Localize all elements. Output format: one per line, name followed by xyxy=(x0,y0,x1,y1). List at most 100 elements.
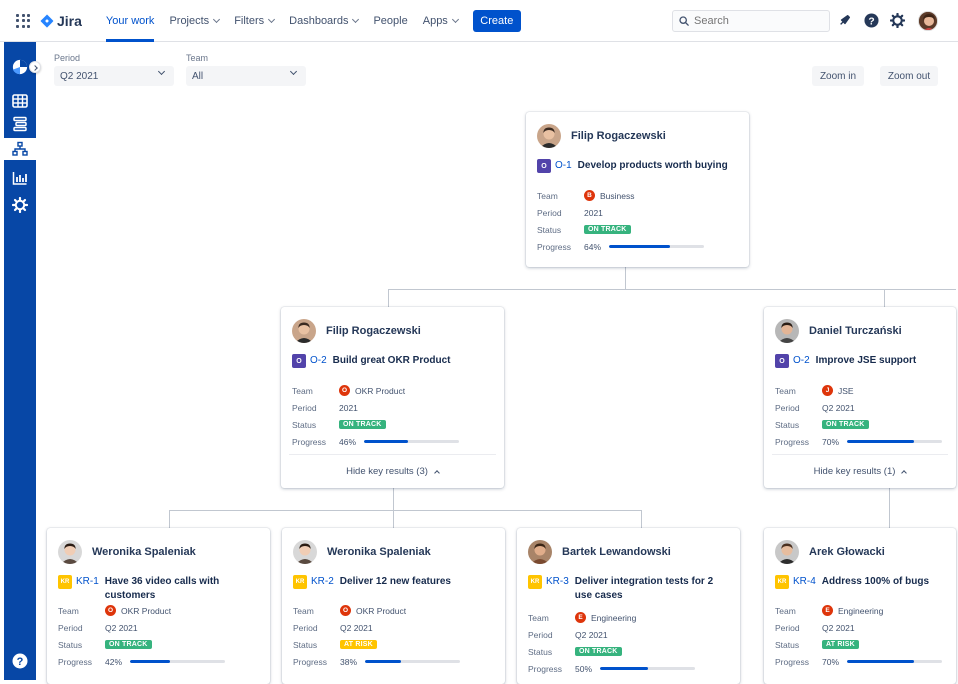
issue-key-link[interactable]: O-2 xyxy=(793,355,810,366)
objective-card[interactable]: Filip Rogaczewski O O-1 Develop products… xyxy=(526,112,749,267)
tree-connector xyxy=(169,510,641,511)
search-box[interactable] xyxy=(672,10,830,32)
period-value: Q2 2021 xyxy=(822,622,855,633)
period-value: 2021 xyxy=(584,207,603,218)
help-icon[interactable]: ? xyxy=(12,653,28,669)
issue-key-link[interactable]: KR-3 xyxy=(546,576,569,587)
progress-value: 50% xyxy=(575,663,593,674)
create-button[interactable]: Create xyxy=(472,9,521,32)
progress-field: Progress 64% xyxy=(537,238,705,255)
svg-text:?: ? xyxy=(17,656,24,668)
chevron-down-icon xyxy=(213,15,221,23)
progress-field: Progress 50% xyxy=(528,660,696,677)
notifications-icon[interactable] xyxy=(838,13,852,27)
issue-key-link[interactable]: O-2 xyxy=(310,355,327,366)
team-select[interactable]: All xyxy=(186,66,306,86)
field-label: Team xyxy=(292,385,313,396)
status-badge: AT RISK xyxy=(822,640,859,649)
svg-text:?: ? xyxy=(868,16,874,27)
progress-bar-fill xyxy=(600,667,648,670)
hide-key-results-label: Hide key results (1) xyxy=(813,466,896,477)
owner-avatar-icon xyxy=(58,540,82,564)
progress-field: Progress 42% xyxy=(58,653,226,670)
settings-icon[interactable] xyxy=(12,197,28,213)
reports-chart-icon[interactable] xyxy=(12,170,28,186)
status-badge: AT RISK xyxy=(340,640,377,649)
key-result-card[interactable]: Weronika Spaleniak KR KR-2 Deliver 12 ne… xyxy=(282,528,505,684)
owner-avatar-icon xyxy=(528,540,552,564)
objective-type-icon: O xyxy=(537,159,551,173)
key-result-card[interactable]: Arek Głowacki KR KR-4 Address 100% of bu… xyxy=(764,528,956,684)
progress-bar-fill xyxy=(847,660,914,663)
objective-type-icon: O xyxy=(775,354,789,368)
tree-connector xyxy=(393,488,394,510)
progress-bar xyxy=(600,667,696,670)
tree-view-icon[interactable] xyxy=(12,141,28,157)
progress-bar-fill xyxy=(130,660,170,663)
issue-key-link[interactable]: KR-1 xyxy=(76,576,99,587)
issue-title[interactable]: Have 36 video calls with customers xyxy=(104,576,220,601)
okr-app-logo-icon[interactable] xyxy=(12,59,28,75)
issue-title[interactable]: Deliver 12 new features xyxy=(339,576,451,587)
field-label: Period xyxy=(775,402,800,413)
tree-connector xyxy=(393,510,394,528)
objective-card[interactable]: Filip Rogaczewski O O-2 Build great OKR … xyxy=(281,307,504,488)
nav-dashboards[interactable]: Dashboards xyxy=(289,0,360,42)
team-badge-icon: E xyxy=(575,612,586,623)
issue-title[interactable]: Improve JSE support xyxy=(815,355,917,366)
zoom-in-button[interactable]: Zoom in xyxy=(812,66,864,86)
field-label: Status xyxy=(528,646,553,657)
field-label: Status xyxy=(293,639,318,650)
key-result-type-icon: KR xyxy=(58,575,72,589)
jira-logo-icon xyxy=(40,13,54,28)
app-switcher-icon[interactable] xyxy=(16,13,30,28)
field-label: Team xyxy=(293,605,314,616)
field-label: Team xyxy=(775,605,796,616)
issue-title[interactable]: Deliver integration tests for 2 use case… xyxy=(574,576,714,601)
progress-bar xyxy=(847,660,943,663)
help-icon[interactable]: ? xyxy=(864,13,879,28)
list-view-icon[interactable] xyxy=(12,116,28,132)
progress-value: 70% xyxy=(822,656,840,667)
team-name: Business xyxy=(600,190,635,201)
team-field: Team O OKR Product xyxy=(293,602,460,619)
team-name: OKR Product xyxy=(356,605,407,616)
table-view-icon[interactable] xyxy=(12,93,28,109)
nav-people[interactable]: People xyxy=(373,0,407,42)
settings-gear-icon[interactable] xyxy=(890,13,905,28)
period-select-value: Q2 2021 xyxy=(60,70,99,82)
user-avatar[interactable] xyxy=(918,11,938,31)
nav-filters[interactable]: Filters xyxy=(234,0,276,42)
period-field: Period Q2 2021 xyxy=(58,619,225,636)
issue-key-link[interactable]: O-1 xyxy=(555,160,572,171)
nav-your-work[interactable]: Your work xyxy=(105,0,154,42)
issue-key-link[interactable]: KR-2 xyxy=(311,576,334,587)
period-field: Period 2021 xyxy=(292,399,459,416)
team-badge-icon: E xyxy=(822,605,833,616)
objective-card[interactable]: Daniel Turczański O O-2 Improve JSE supp… xyxy=(764,307,956,488)
issue-key-link[interactable]: KR-4 xyxy=(793,576,816,587)
issue-title[interactable]: Build great OKR Product xyxy=(332,355,451,366)
period-select[interactable]: Q2 2021 xyxy=(54,66,174,86)
team-name: Engineering xyxy=(838,605,884,616)
period-field: Period Q2 2021 xyxy=(775,399,942,416)
progress-bar-fill xyxy=(364,440,408,443)
issue-title[interactable]: Address 100% of bugs xyxy=(821,576,930,587)
zoom-out-button[interactable]: Zoom out xyxy=(880,66,938,86)
tree-connector xyxy=(889,488,890,528)
jira-logo[interactable]: Jira xyxy=(40,13,82,29)
field-label: Period xyxy=(528,629,553,640)
nav-projects[interactable]: Projects xyxy=(169,0,221,42)
nav-apps[interactable]: Apps xyxy=(423,0,459,42)
key-result-card[interactable]: Weronika Spaleniak KR KR-1 Have 36 video… xyxy=(47,528,270,684)
card-header: Filip Rogaczewski xyxy=(537,124,666,148)
hide-key-results-toggle[interactable]: Hide key results (1) xyxy=(764,466,956,477)
progress-value: 42% xyxy=(105,656,123,667)
progress-bar xyxy=(130,660,226,663)
key-result-card[interactable]: Bartek Lewandowski KR KR-3 Deliver integ… xyxy=(517,528,740,684)
sidebar-expand-button[interactable] xyxy=(29,61,41,73)
progress-value: 64% xyxy=(584,241,602,252)
search-input[interactable] xyxy=(694,15,814,27)
hide-key-results-toggle[interactable]: Hide key results (3) xyxy=(281,466,504,477)
issue-title[interactable]: Develop products worth buying xyxy=(577,160,728,171)
